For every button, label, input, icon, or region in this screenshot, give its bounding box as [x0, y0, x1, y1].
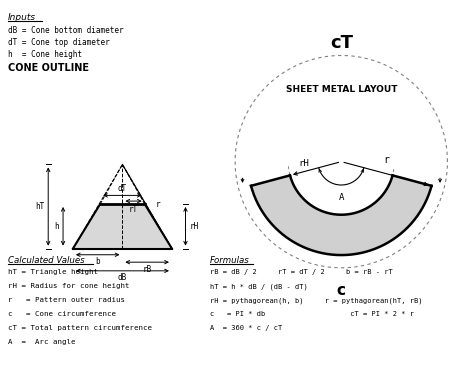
- Text: A  = 360 * c / cT: A = 360 * c / cT: [210, 325, 282, 331]
- Text: dB = Cone bottom diameter: dB = Cone bottom diameter: [8, 26, 124, 35]
- Text: c   = Cone circumference: c = Cone circumference: [8, 311, 116, 317]
- Text: rB: rB: [143, 265, 152, 274]
- Text: rT: rT: [129, 205, 138, 214]
- Text: cT = Total pattern circumference: cT = Total pattern circumference: [8, 325, 152, 331]
- Text: dT: dT: [118, 184, 127, 193]
- Text: rH: rH: [189, 222, 199, 231]
- Text: dT = Cone top diameter: dT = Cone top diameter: [8, 38, 110, 47]
- Text: h  = Cone height: h = Cone height: [8, 50, 82, 59]
- Text: rH: rH: [298, 160, 309, 168]
- Text: hT: hT: [35, 202, 45, 211]
- Text: rB = dB / 2     rT = dT / 2     b = rB - rT: rB = dB / 2 rT = dT / 2 b = rB - rT: [210, 269, 393, 275]
- Polygon shape: [251, 175, 431, 255]
- Text: c: c: [337, 283, 346, 298]
- Polygon shape: [73, 204, 172, 249]
- Text: b: b: [95, 257, 100, 266]
- Text: Inputs: Inputs: [8, 13, 36, 22]
- Text: SHEET METAL LAYOUT: SHEET METAL LAYOUT: [285, 85, 397, 94]
- Text: cT: cT: [330, 34, 353, 52]
- Text: A: A: [338, 194, 344, 203]
- Text: CONE OUTLINE: CONE OUTLINE: [8, 63, 89, 73]
- Text: hT = Triangle height: hT = Triangle height: [8, 269, 98, 275]
- Text: rH = Radius for cone height: rH = Radius for cone height: [8, 283, 129, 289]
- Text: c   = PI * db                    cT = PI * 2 * r: c = PI * db cT = PI * 2 * r: [210, 311, 414, 317]
- Text: r   = Pattern outer radius: r = Pattern outer radius: [8, 297, 125, 303]
- Text: rH = pythagorean(h, b)     r = pythagorean(hT, rB): rH = pythagorean(h, b) r = pythagorean(h…: [210, 297, 422, 303]
- Text: r: r: [383, 155, 389, 165]
- Text: hT = h * dB / (dB - dT): hT = h * dB / (dB - dT): [210, 283, 308, 289]
- Text: Calculated Values: Calculated Values: [8, 256, 85, 265]
- Text: dB: dB: [118, 273, 127, 282]
- Text: r: r: [156, 200, 160, 209]
- Text: h: h: [55, 222, 59, 231]
- Text: Formulas: Formulas: [210, 256, 250, 265]
- Text: A  =  Arc angle: A = Arc angle: [8, 339, 75, 345]
